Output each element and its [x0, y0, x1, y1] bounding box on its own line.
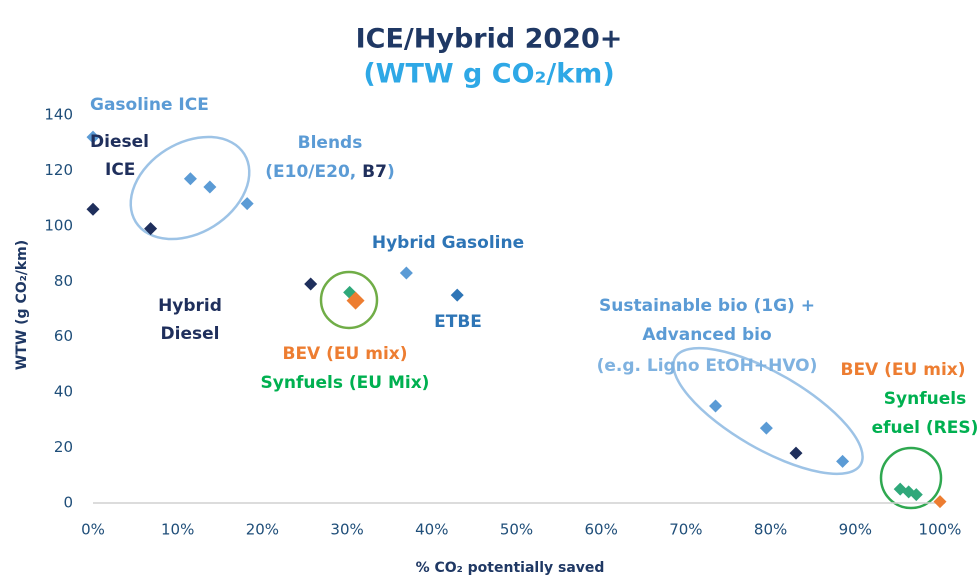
y-tick-label: 140 [44, 106, 73, 124]
annotation: ETBE [434, 312, 482, 332]
annotation-run: Diesel [90, 132, 149, 152]
y-tick-label: 120 [44, 161, 73, 179]
annotation: Synfuels (EU Mix) [261, 373, 430, 393]
annotation: Hybrid [158, 296, 222, 316]
annotation-run: Sustainable bio (1G) + [599, 296, 815, 316]
x-tick-label: 90% [839, 521, 872, 539]
x-tick-label: 50% [500, 521, 533, 539]
efuel-circle [879, 446, 943, 510]
annotation: Blends [298, 133, 363, 153]
annotation: Gasoline ICE [90, 95, 209, 115]
data-point [933, 495, 947, 509]
annotation-run: Hybrid [158, 296, 222, 316]
annotation-run: ) [387, 162, 395, 182]
data-point [789, 446, 803, 460]
x-tick-label: 100% [919, 521, 962, 539]
synfuels-circle [319, 270, 379, 330]
annotation: Synfuels [884, 389, 966, 409]
x-tick-label: 40% [415, 521, 448, 539]
annotation-run: Advanced bio [642, 325, 771, 345]
x-axis-title: % CO₂ potentially saved [416, 560, 605, 576]
annotation-run: (E10/E20, [265, 162, 362, 182]
chart-subtitle: (WTW g CO₂/km) [363, 59, 614, 90]
annotation-run: Synfuels (EU Mix) [261, 373, 430, 393]
annotation-run: Hybrid Gasoline [372, 233, 524, 253]
data-point [399, 266, 413, 280]
data-point [86, 130, 100, 144]
highlights [129, 135, 943, 510]
annotation-run: BEV (EU mix) [840, 360, 965, 380]
annotation: ICE [105, 160, 135, 180]
data-point [183, 172, 197, 186]
data-point [240, 197, 254, 211]
annotation-run: ICE [105, 160, 135, 180]
annotation: Hybrid Gasoline [372, 233, 524, 253]
bio-ellipse [672, 346, 864, 476]
annotation: (e.g. Ligno EtOH+HVO) [597, 356, 818, 376]
y-axis-title: WTW (g CO₂/km) [14, 240, 30, 370]
data-point [304, 277, 318, 291]
data-point [346, 291, 365, 310]
annotation-run: Blends [298, 133, 363, 153]
annotation: Advanced bio [642, 325, 771, 345]
annotation: Sustainable bio (1G) + [599, 296, 815, 316]
annotation: BEV (EU mix) [282, 344, 407, 364]
x-tick-label: 30% [330, 521, 363, 539]
data-point [836, 454, 850, 468]
y-tick-label: 80 [54, 272, 73, 290]
x-tick-label: 60% [585, 521, 618, 539]
y-tick-label: 60 [54, 327, 73, 345]
y-tick-label: 40 [54, 383, 73, 401]
annotation: (E10/E20, B7) [265, 162, 394, 182]
data-point [450, 288, 464, 302]
annotation-run: Diesel [161, 324, 220, 344]
y-tick-label: 20 [54, 438, 73, 456]
annotation: efuel (RES) [872, 418, 979, 438]
data-point [144, 222, 158, 236]
data-point [203, 180, 217, 194]
annotation-run: ETBE [434, 312, 482, 332]
annotation: BEV (EU mix) [840, 360, 965, 380]
chart-title: ICE/Hybrid 2020+ [356, 24, 623, 55]
data-point [86, 202, 100, 216]
data-point [709, 399, 723, 413]
annotation: Diesel [161, 324, 220, 344]
data-point [909, 488, 923, 502]
x-tick-label: 20% [246, 521, 279, 539]
annotation-run: B7 [362, 162, 387, 182]
blends-ellipse [129, 135, 251, 241]
x-tick-label: 80% [754, 521, 787, 539]
data-point [759, 421, 773, 435]
annotation: Diesel [90, 132, 149, 152]
x-tick-label: 0% [81, 521, 105, 539]
annotation-run: efuel (RES) [872, 418, 979, 438]
annotation-run: Gasoline ICE [90, 95, 209, 115]
x-tick-label: 10% [161, 521, 194, 539]
annotation-run: BEV (EU mix) [282, 344, 407, 364]
annotation-run: (e.g. Ligno EtOH+HVO) [597, 356, 818, 376]
x-tick-label: 70% [669, 521, 702, 539]
y-tick-label: 0 [63, 494, 73, 512]
y-tick-label: 100 [44, 216, 73, 234]
annotation-run: Synfuels [884, 389, 966, 409]
